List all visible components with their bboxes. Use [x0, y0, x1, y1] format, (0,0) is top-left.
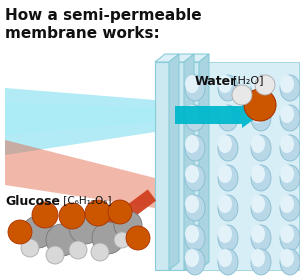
- Text: [C₆H₁₂O₆]: [C₆H₁₂O₆]: [60, 195, 112, 205]
- Circle shape: [91, 243, 109, 261]
- Polygon shape: [169, 54, 179, 270]
- Ellipse shape: [185, 195, 199, 213]
- FancyArrow shape: [175, 102, 260, 128]
- Ellipse shape: [185, 249, 199, 267]
- Polygon shape: [185, 54, 209, 62]
- Circle shape: [69, 212, 101, 244]
- Circle shape: [114, 232, 130, 248]
- Ellipse shape: [251, 105, 271, 131]
- Ellipse shape: [251, 249, 271, 275]
- Ellipse shape: [280, 135, 300, 161]
- Polygon shape: [5, 140, 155, 208]
- Circle shape: [85, 200, 111, 226]
- Circle shape: [46, 246, 64, 264]
- Text: Glucose: Glucose: [5, 195, 60, 208]
- Circle shape: [46, 224, 78, 256]
- Text: How a semi-permeable: How a semi-permeable: [5, 8, 202, 23]
- Ellipse shape: [251, 165, 265, 183]
- Ellipse shape: [280, 165, 300, 191]
- Polygon shape: [5, 88, 155, 155]
- Ellipse shape: [280, 249, 300, 275]
- Circle shape: [21, 239, 39, 257]
- Text: [H₂O]: [H₂O]: [233, 75, 263, 85]
- Polygon shape: [169, 62, 299, 270]
- Polygon shape: [155, 62, 169, 270]
- Text: membrane works:: membrane works:: [5, 26, 160, 41]
- Ellipse shape: [280, 75, 294, 93]
- Ellipse shape: [251, 105, 265, 123]
- Ellipse shape: [185, 225, 205, 251]
- FancyArrow shape: [92, 189, 156, 240]
- Ellipse shape: [218, 135, 238, 161]
- Circle shape: [59, 203, 85, 229]
- Ellipse shape: [251, 225, 271, 251]
- Ellipse shape: [185, 165, 199, 183]
- Ellipse shape: [280, 135, 294, 153]
- Circle shape: [114, 211, 142, 239]
- Ellipse shape: [280, 195, 294, 213]
- Ellipse shape: [280, 195, 300, 221]
- Ellipse shape: [218, 249, 232, 267]
- Ellipse shape: [218, 105, 232, 123]
- Ellipse shape: [185, 75, 205, 101]
- Polygon shape: [5, 102, 155, 135]
- Ellipse shape: [218, 225, 232, 243]
- Ellipse shape: [280, 249, 294, 267]
- Ellipse shape: [218, 105, 238, 131]
- Ellipse shape: [251, 195, 271, 221]
- Ellipse shape: [185, 105, 205, 131]
- Ellipse shape: [218, 195, 238, 221]
- Circle shape: [108, 200, 132, 224]
- Ellipse shape: [280, 75, 300, 101]
- Text: Water: Water: [195, 75, 237, 88]
- Polygon shape: [170, 62, 184, 270]
- Circle shape: [92, 222, 124, 254]
- Ellipse shape: [218, 135, 232, 153]
- Circle shape: [255, 75, 275, 95]
- Ellipse shape: [218, 225, 238, 251]
- Ellipse shape: [251, 249, 265, 267]
- Ellipse shape: [185, 135, 205, 161]
- Ellipse shape: [218, 195, 232, 213]
- Circle shape: [22, 216, 54, 248]
- Ellipse shape: [251, 75, 265, 93]
- Ellipse shape: [185, 105, 199, 123]
- Ellipse shape: [218, 75, 238, 101]
- Polygon shape: [155, 54, 179, 62]
- Ellipse shape: [218, 249, 238, 275]
- Ellipse shape: [251, 195, 265, 213]
- Ellipse shape: [251, 165, 271, 191]
- Circle shape: [32, 202, 58, 228]
- Circle shape: [232, 85, 252, 105]
- Ellipse shape: [185, 195, 205, 221]
- Ellipse shape: [218, 75, 232, 93]
- Polygon shape: [184, 54, 194, 270]
- Ellipse shape: [280, 105, 294, 123]
- Ellipse shape: [280, 105, 300, 131]
- Circle shape: [244, 89, 276, 121]
- Circle shape: [126, 226, 150, 250]
- Ellipse shape: [280, 225, 294, 243]
- Ellipse shape: [185, 135, 199, 153]
- Ellipse shape: [185, 75, 199, 93]
- Polygon shape: [199, 54, 209, 270]
- Ellipse shape: [251, 75, 271, 101]
- Polygon shape: [185, 62, 199, 270]
- Ellipse shape: [280, 165, 294, 183]
- Ellipse shape: [251, 225, 265, 243]
- Polygon shape: [170, 54, 194, 62]
- Ellipse shape: [185, 249, 205, 275]
- Ellipse shape: [251, 135, 265, 153]
- Ellipse shape: [185, 165, 205, 191]
- Ellipse shape: [218, 165, 232, 183]
- Circle shape: [8, 220, 32, 244]
- Ellipse shape: [280, 225, 300, 251]
- Ellipse shape: [185, 225, 199, 243]
- Ellipse shape: [251, 135, 271, 161]
- Ellipse shape: [218, 165, 238, 191]
- Circle shape: [69, 241, 87, 259]
